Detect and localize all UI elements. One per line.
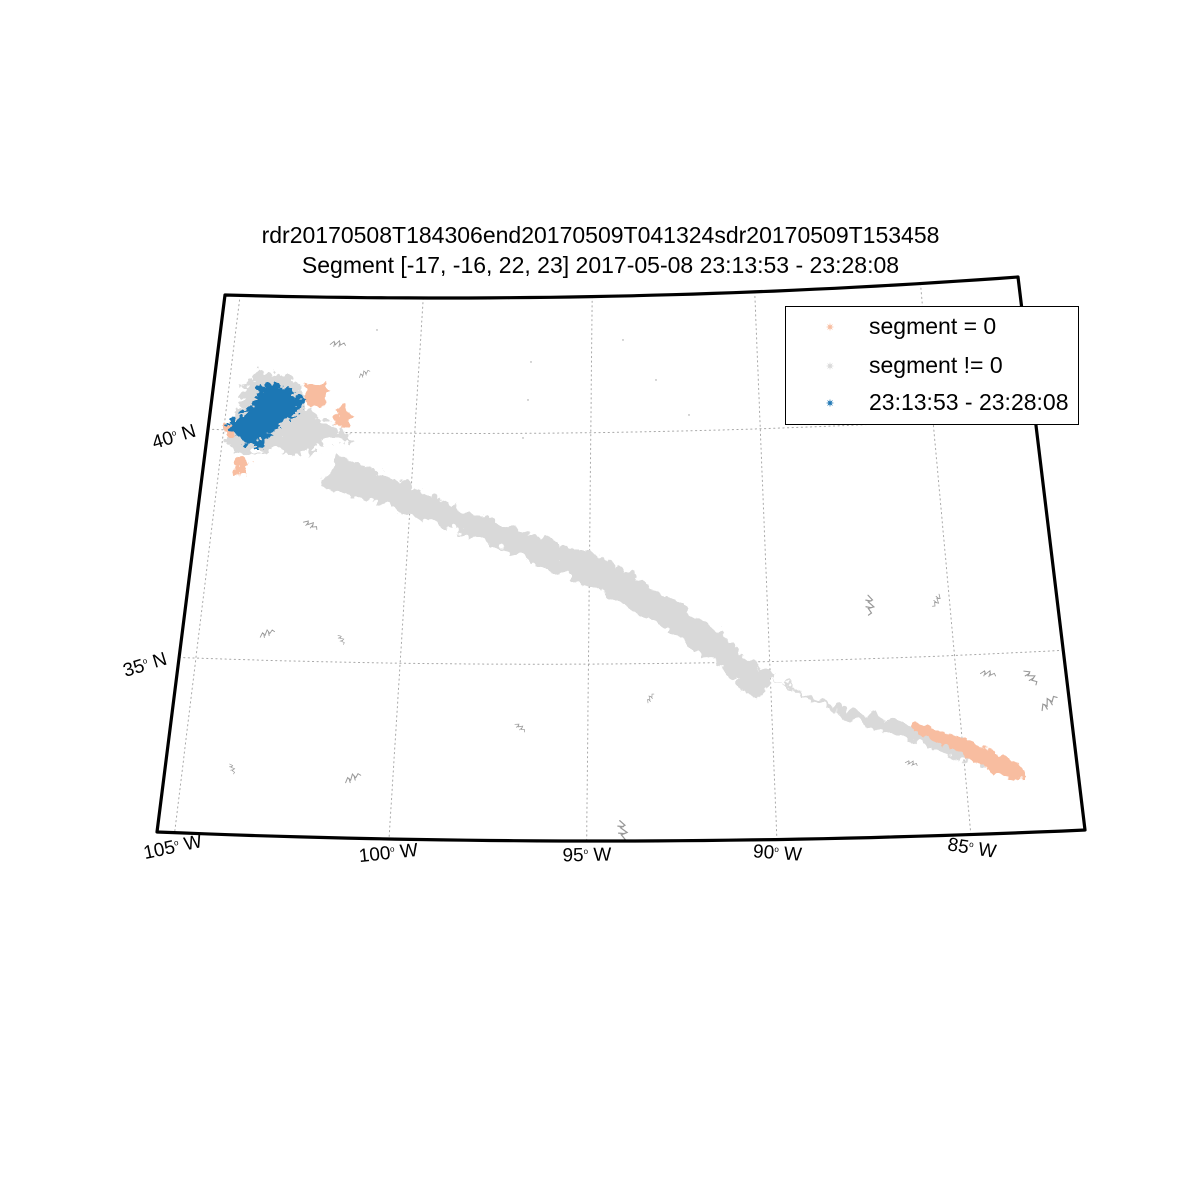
svg-text:95o W: 95o W [562, 845, 611, 867]
svg-text:23:13:53 - 23:28:08: 23:13:53 - 23:28:08 [869, 389, 1069, 415]
svg-text:100o W: 100o W [358, 840, 419, 867]
svg-text:90o W: 90o W [752, 841, 802, 865]
svg-text:40o N: 40o N [150, 421, 199, 454]
svg-text:35o N: 35o N [121, 649, 170, 682]
svg-text:85o W: 85o W [946, 834, 998, 862]
svg-text:105o W: 105o W [142, 831, 205, 864]
svg-text:segment = 0: segment = 0 [869, 313, 996, 339]
svg-text:segment != 0: segment != 0 [869, 352, 1003, 378]
